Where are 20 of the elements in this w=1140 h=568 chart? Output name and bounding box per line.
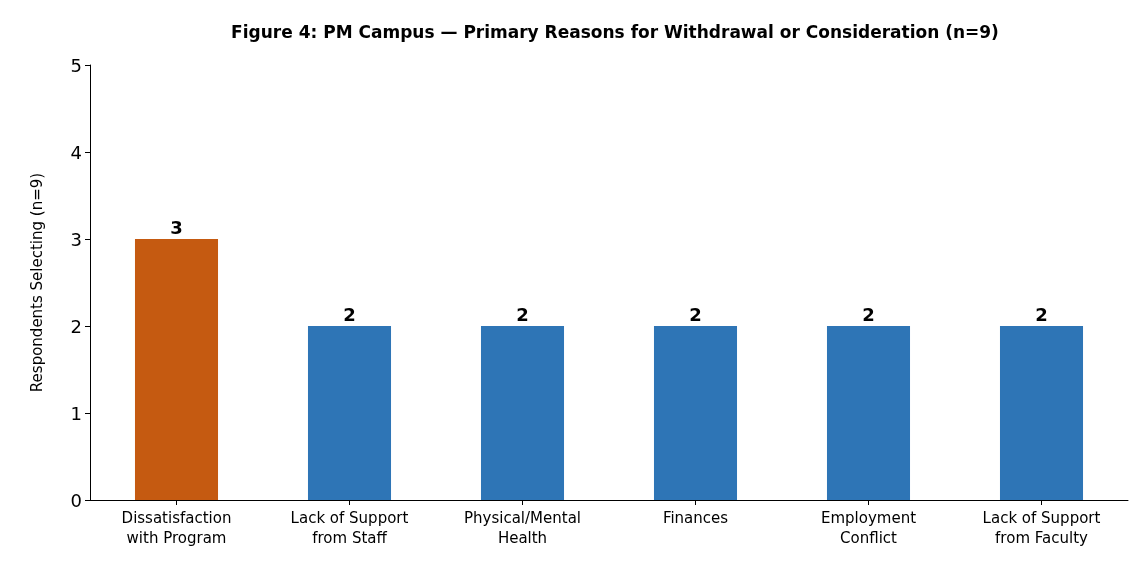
x-tick-label: Employment Conflict <box>820 509 917 547</box>
x-tick-label: Finances <box>662 509 729 527</box>
y-tick-label: 2 <box>70 315 82 337</box>
y-tick-label: 0 <box>70 489 82 511</box>
data-label: 3 <box>170 216 183 238</box>
x-tick-label: Lack of Support from Staff <box>290 509 409 547</box>
y-axis-title: Respondents Selecting (n=9) <box>27 172 46 393</box>
data-label: 2 <box>516 303 529 325</box>
y-tick-label: 5 <box>70 54 82 76</box>
x-tick-label: Physical/Mental Health <box>464 509 581 547</box>
x-tick-label: Lack of Support from Faculty <box>982 509 1101 547</box>
y-tick-label: 4 <box>70 141 82 163</box>
chart-title: Figure 4: PM Campus — Primary Reasons for Withdrawal or Consideration (n=9) <box>231 21 999 42</box>
data-label: 2 <box>1035 303 1048 325</box>
data-label: 2 <box>862 303 875 325</box>
data-label: 2 <box>343 303 356 325</box>
x-tick-label: Dissatisfaction with Program <box>121 509 232 547</box>
data-label: 2 <box>689 303 702 325</box>
y-tick-label: 1 <box>70 402 82 424</box>
y-tick-label: 3 <box>70 228 82 250</box>
